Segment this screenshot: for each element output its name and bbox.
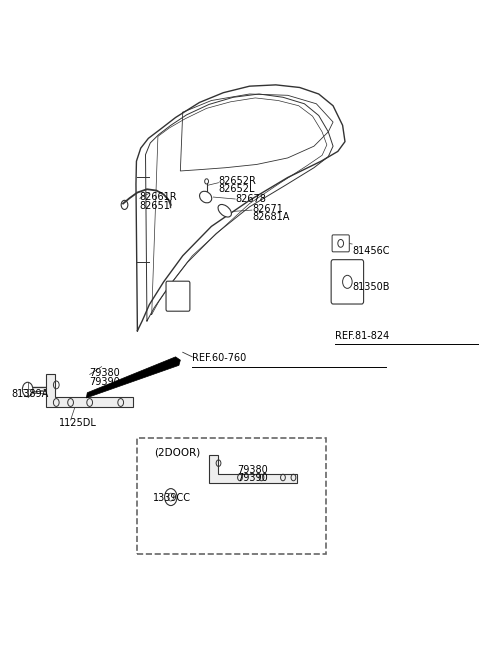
Text: 81350B: 81350B xyxy=(352,282,390,292)
Text: 82671: 82671 xyxy=(252,204,283,214)
Text: (2DOOR): (2DOOR) xyxy=(154,448,200,458)
Ellipse shape xyxy=(200,191,212,203)
Text: 82652L: 82652L xyxy=(218,184,255,195)
Text: 79390: 79390 xyxy=(238,473,268,483)
Text: 81389A: 81389A xyxy=(11,389,48,399)
Text: 1125DL: 1125DL xyxy=(59,419,96,428)
Ellipse shape xyxy=(218,204,231,217)
Text: 82652R: 82652R xyxy=(218,176,256,186)
Text: 1339CC: 1339CC xyxy=(153,493,191,504)
FancyBboxPatch shape xyxy=(331,259,364,304)
Polygon shape xyxy=(46,375,132,407)
Text: REF.81-824: REF.81-824 xyxy=(336,331,390,341)
Text: 82661R: 82661R xyxy=(140,192,178,202)
FancyBboxPatch shape xyxy=(332,235,349,252)
FancyBboxPatch shape xyxy=(137,438,326,555)
Text: REF.60-760: REF.60-760 xyxy=(192,353,247,363)
Text: 82678: 82678 xyxy=(235,194,266,204)
Polygon shape xyxy=(86,357,180,398)
Text: 79390: 79390 xyxy=(90,377,120,386)
Text: 82681A: 82681A xyxy=(252,212,289,222)
Text: 81456C: 81456C xyxy=(352,246,390,255)
Text: 82651: 82651 xyxy=(140,200,171,210)
Text: 79380: 79380 xyxy=(238,464,268,475)
FancyBboxPatch shape xyxy=(166,281,190,311)
Text: 79380: 79380 xyxy=(90,368,120,378)
Polygon shape xyxy=(209,455,297,483)
